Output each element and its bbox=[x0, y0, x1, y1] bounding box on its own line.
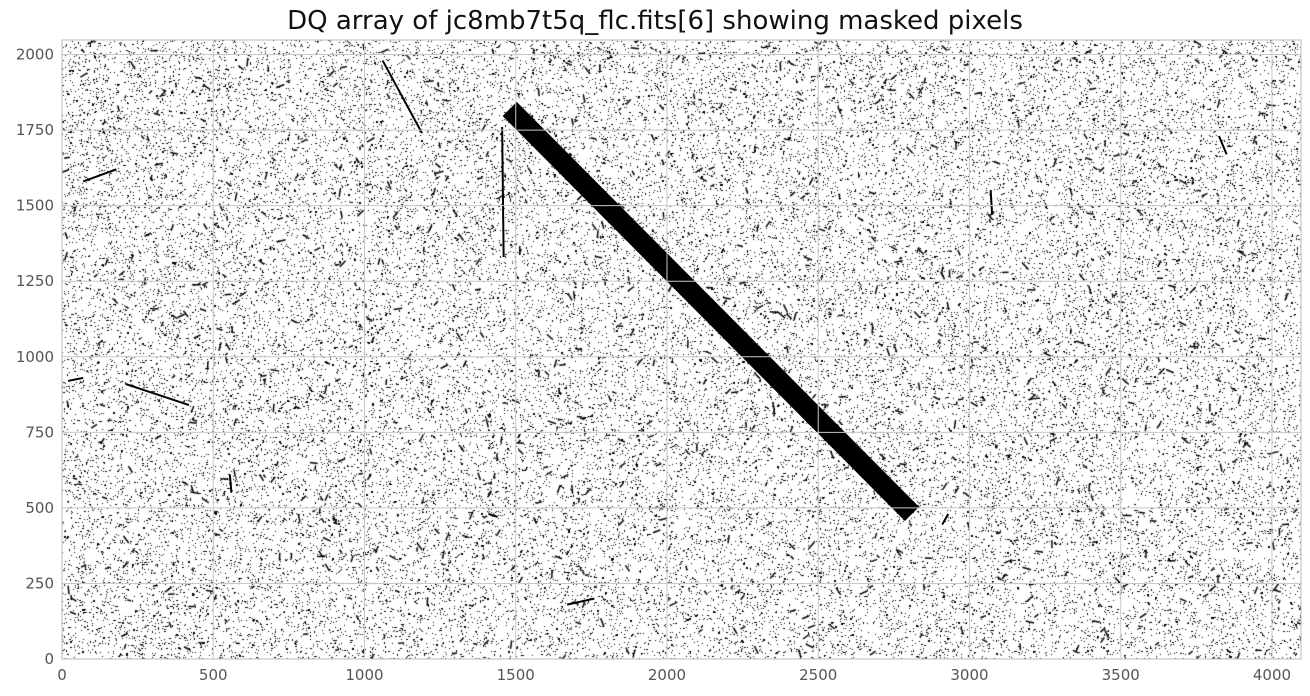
streak bbox=[941, 513, 950, 525]
streak bbox=[67, 376, 84, 382]
streak bbox=[566, 597, 595, 606]
streak bbox=[1218, 135, 1228, 155]
streak bbox=[381, 60, 423, 134]
chart-title: DQ array of jc8mb7t5q_flc.fits[6] showin… bbox=[287, 6, 1023, 36]
y-tick-label: 1000 bbox=[16, 348, 54, 366]
x-tick-label: 2500 bbox=[799, 666, 837, 684]
y-axis-ticks: 0 250 500 750 1000 1250 1500 1750 2000 bbox=[16, 46, 54, 668]
streak bbox=[125, 383, 190, 407]
masked-pixels-image bbox=[62, 40, 1301, 659]
y-tick-label: 0 bbox=[44, 650, 54, 668]
y-tick-label: 250 bbox=[25, 574, 54, 592]
x-tick-label: 1000 bbox=[345, 666, 383, 684]
x-tick-label: 500 bbox=[199, 666, 228, 684]
plot-area bbox=[61, 39, 1302, 660]
y-tick-label: 1250 bbox=[16, 272, 54, 290]
y-tick-label: 1750 bbox=[16, 121, 54, 139]
y-tick-label: 750 bbox=[25, 423, 54, 441]
streak bbox=[488, 512, 498, 518]
plot-frame bbox=[61, 39, 1302, 660]
y-tick-label: 500 bbox=[25, 499, 54, 517]
streak bbox=[989, 190, 994, 215]
y-tick-label: 1500 bbox=[16, 197, 54, 215]
streak bbox=[228, 474, 233, 493]
grid-layer bbox=[61, 40, 1301, 660]
x-axis-ticks: 0 500 1000 1500 2000 2500 3000 3500 4000 bbox=[57, 666, 1291, 684]
x-tick-label: 0 bbox=[57, 666, 67, 684]
satellite-trail bbox=[502, 101, 920, 521]
streak bbox=[501, 127, 505, 258]
y-tick-label: 2000 bbox=[16, 46, 54, 64]
streak bbox=[82, 168, 117, 183]
x-tick-label: 1500 bbox=[497, 666, 535, 684]
x-tick-label: 2000 bbox=[648, 666, 686, 684]
x-tick-label: 3500 bbox=[1102, 666, 1140, 684]
streak-layer bbox=[67, 60, 1228, 606]
x-tick-label: 4000 bbox=[1253, 666, 1291, 684]
x-tick-label: 3000 bbox=[950, 666, 988, 684]
